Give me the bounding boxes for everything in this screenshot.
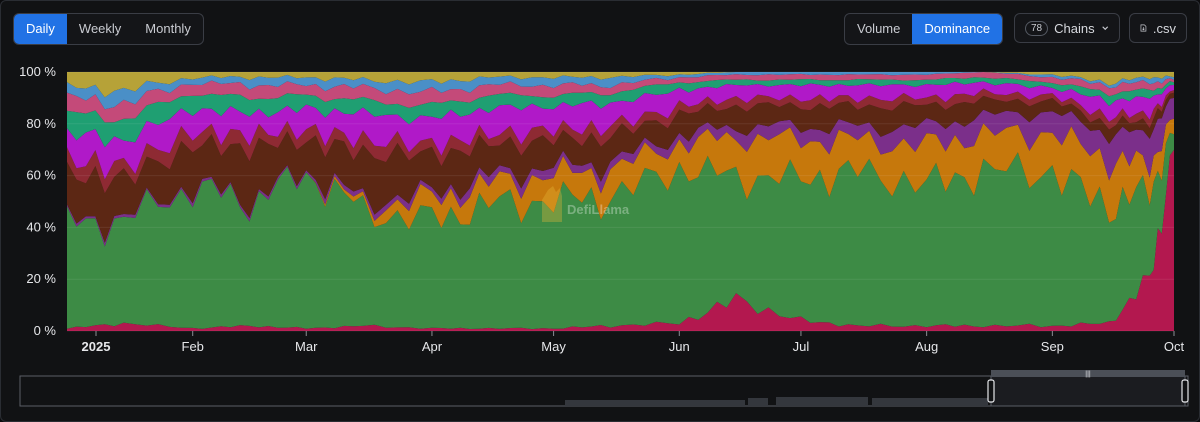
- tab-volume[interactable]: Volume: [857, 21, 901, 36]
- tab-daily[interactable]: Daily: [14, 14, 67, 44]
- csv-download-button[interactable]: .csv: [1129, 13, 1187, 43]
- chains-count-badge: 78: [1025, 20, 1049, 36]
- chains-dropdown[interactable]: 78 Chains: [1014, 13, 1120, 43]
- metric-tabs: Volume Dominance: [844, 13, 1004, 45]
- tab-monthly[interactable]: Monthly: [145, 21, 191, 36]
- tab-dominance[interactable]: Dominance: [912, 14, 1003, 44]
- tab-weekly[interactable]: Weekly: [78, 21, 122, 36]
- chains-label: Chains: [1054, 20, 1095, 36]
- file-download-icon: [1140, 24, 1147, 32]
- period-tabs: Daily Weekly Monthly: [13, 13, 204, 45]
- csv-label: .csv: [1152, 20, 1176, 36]
- chevron-down-icon: [1101, 26, 1108, 31]
